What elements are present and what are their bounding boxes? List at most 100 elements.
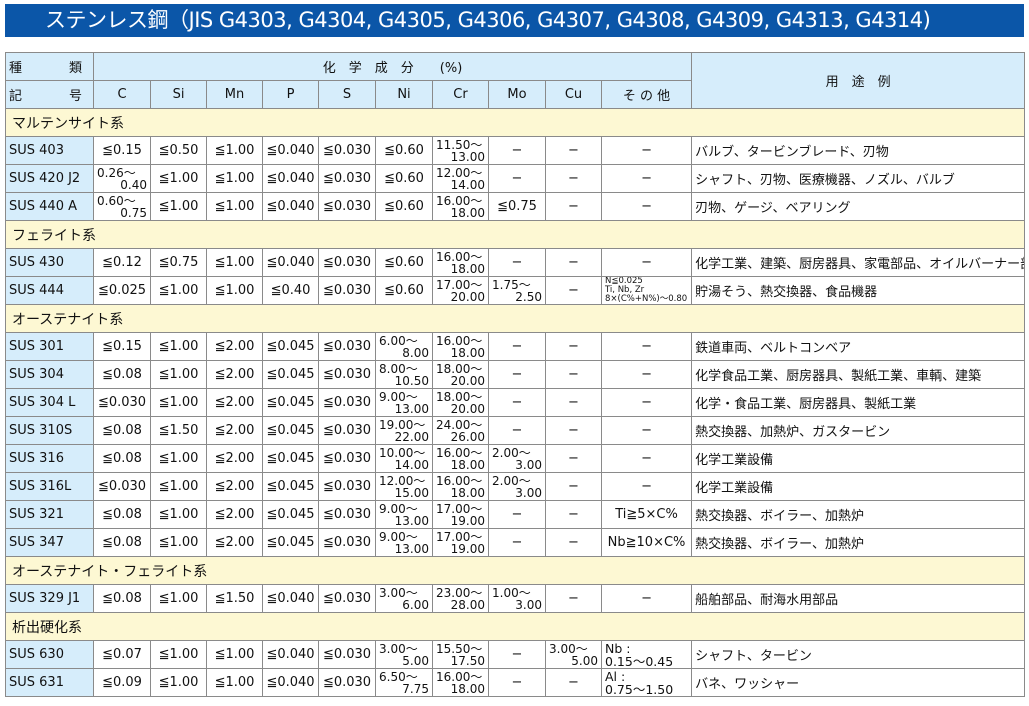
range-to: 13.00 xyxy=(394,541,429,556)
use-example: 熱交換器、ボイラー、加熱炉 xyxy=(691,500,1026,529)
table-row: SUS 321 ≦0.08 ≦1.00 ≦2.00 ≦0.045 ≦0.030 9.00〜 1… xyxy=(5,500,1026,529)
value-cell: ≦0.045 xyxy=(262,500,319,529)
value-cell: ≦0.030 xyxy=(318,136,376,165)
group-label: マルテンサイト系 xyxy=(4,108,1026,137)
value-cell: Nb≧10×C% xyxy=(600,528,693,557)
range-to: 13.00 xyxy=(394,513,429,528)
range-to: 3.00 xyxy=(515,457,542,472)
range-cell: 11.50〜 13.00 xyxy=(432,136,489,165)
value-cell: − xyxy=(600,584,693,613)
range-to: 18.00 xyxy=(450,205,485,220)
value-cell: ≦1.00 xyxy=(150,640,207,669)
value-cell: − xyxy=(600,136,693,165)
value-cell: − xyxy=(545,332,602,361)
value-cell: − xyxy=(600,248,693,277)
column-header: Mo xyxy=(488,80,546,109)
range-from: 19.00〜 xyxy=(379,417,426,432)
value-cell: − xyxy=(488,164,546,193)
value-cell: ≦0.040 xyxy=(262,640,319,669)
range-from: 2.00〜 xyxy=(492,473,531,488)
range-cell: 16.00〜 18.00 xyxy=(432,332,489,361)
other-line: N≦0.025 xyxy=(605,276,643,286)
use-example: 熱交換器、加熱炉、ガスタービン xyxy=(691,416,1026,445)
range-cell: 9.00〜 13.00 xyxy=(375,528,433,557)
range-to: 10.50 xyxy=(394,373,429,388)
use-example: 化学食品工業、厨房器具、製紙工業、車輌、建築 xyxy=(691,360,1026,389)
group-row: 析出硬化系 xyxy=(4,612,1026,641)
value-cell: ≦1.00 xyxy=(150,472,207,501)
value-cell: − xyxy=(488,416,546,445)
value-cell: ≦1.50 xyxy=(206,584,263,613)
range-to: 6.00 xyxy=(402,597,429,612)
grade-name: SUS 304 L xyxy=(5,388,94,417)
use-example: 化学・食品工業、厨房器具、製紙工業 xyxy=(691,388,1026,417)
value-cell: ≦2.00 xyxy=(206,528,263,557)
value-cell: − xyxy=(545,276,602,305)
value-cell: − xyxy=(600,388,693,417)
range-cell: 18.00〜 20.00 xyxy=(432,388,489,417)
value-cell: ≦1.00 xyxy=(150,668,207,697)
value-cell: ≦0.030 xyxy=(318,360,376,389)
column-header: P xyxy=(262,80,319,109)
range-cell: 3.00〜 5.00 xyxy=(545,640,602,669)
value-cell: ≦0.75 xyxy=(150,248,207,277)
value-cell: ≦0.045 xyxy=(262,416,319,445)
value-cell: ≦1.00 xyxy=(150,332,207,361)
value-cell: ≦0.75 xyxy=(488,192,546,221)
range-from: 12.00〜 xyxy=(379,473,426,488)
range-from: 3.00〜 xyxy=(379,585,418,600)
header-chem: 化 学 成 分 (%) xyxy=(92,52,693,81)
range-from: 3.00〜 xyxy=(379,641,418,656)
value-cell: ≦1.00 xyxy=(206,248,263,277)
range-from: 18.00〜 xyxy=(436,361,483,376)
table-row: SUS 444 ≦0.025 ≦1.00 ≦1.00 ≦0.40 ≦0.030 ≦0.60 1… xyxy=(5,276,1026,305)
value-cell: ≦0.030 xyxy=(318,388,376,417)
use-example: バルブ、タービンブレード、刃物 xyxy=(691,136,1026,165)
value-cell: ≦0.60 xyxy=(375,136,433,165)
group-row: オーステナイト・フェライト系 xyxy=(4,556,1026,585)
range-cell: 16.00〜 18.00 xyxy=(432,668,489,697)
use-example: 化学工業、建築、厨房器具、家電部品、オイルバーナー部品 xyxy=(691,248,1026,277)
value-cell: ≦2.00 xyxy=(206,444,263,473)
table-row: SUS 316 ≦0.08 ≦1.00 ≦2.00 ≦0.045 ≦0.030 10.00〜… xyxy=(5,444,1026,473)
value-cell: − xyxy=(545,164,602,193)
table-row: SUS 420 J2 0.26〜 0.40 ≦1.00 ≦1.00 ≦0.040 ≦0.03… xyxy=(5,164,1026,193)
range-to: 14.00 xyxy=(394,457,429,472)
value-cell: − xyxy=(545,248,602,277)
value-cell: − xyxy=(488,360,546,389)
range-from: 9.00〜 xyxy=(379,389,418,404)
header-code-char: 号 xyxy=(68,89,82,104)
value-cell: ≦0.030 xyxy=(318,444,376,473)
other-cell: Nb :0.15〜0.45 xyxy=(600,640,693,669)
value-cell: ≦0.030 xyxy=(318,640,376,669)
value-cell: ≦2.00 xyxy=(206,332,263,361)
grade-name: SUS 631 xyxy=(5,668,94,697)
range-from: 1.00〜 xyxy=(492,585,531,600)
header-kind: 種類 xyxy=(5,52,94,81)
range-cell: 2.00〜 3.00 xyxy=(488,472,546,501)
group-row: オーステナイト系 xyxy=(4,304,1026,333)
group-label: 析出硬化系 xyxy=(4,612,1026,641)
value-cell: − xyxy=(488,136,546,165)
range-from: 16.00〜 xyxy=(436,473,483,488)
table-row: SUS 631 ≦0.09 ≦1.00 ≦1.00 ≦0.040 ≦0.030 6.50〜 7… xyxy=(5,668,1026,697)
table-row: SUS 403 ≦0.15 ≦0.50 ≦1.00 ≦0.040 ≦0.030 ≦0.60 1… xyxy=(5,136,1026,165)
value-cell: ≦0.040 xyxy=(262,164,319,193)
value-cell: ≦0.60 xyxy=(375,164,433,193)
column-header: そ の 他 xyxy=(600,80,693,109)
value-cell: − xyxy=(600,164,693,193)
range-to: 0.40 xyxy=(120,177,147,192)
range-from: 9.00〜 xyxy=(379,529,418,544)
range-to: 22.00 xyxy=(394,429,429,444)
value-cell: − xyxy=(488,668,546,697)
range-from: 9.00〜 xyxy=(379,501,418,516)
value-cell: ≦1.00 xyxy=(150,276,207,305)
value-cell: ≦1.00 xyxy=(150,192,207,221)
value-cell: ≦1.00 xyxy=(206,640,263,669)
value-cell: − xyxy=(545,472,602,501)
value-cell: ≦0.040 xyxy=(262,136,319,165)
range-from: 24.00〜 xyxy=(436,417,483,432)
range-to: 19.00 xyxy=(450,513,485,528)
grade-name: SUS 310S xyxy=(5,416,94,445)
column-header: Cu xyxy=(545,80,602,109)
